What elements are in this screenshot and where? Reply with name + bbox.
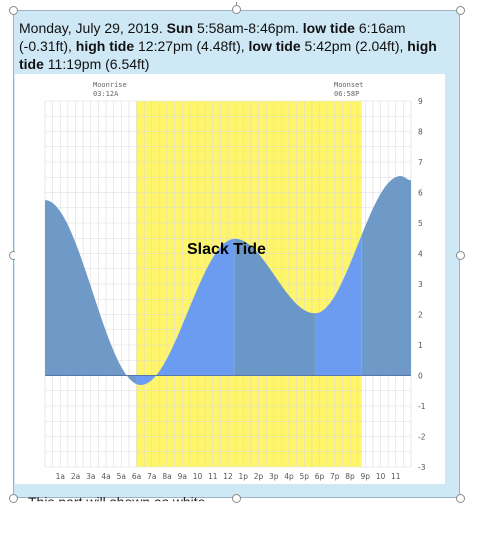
x-tick-label: 7p	[330, 472, 340, 481]
tide-chart: 1a 2a 3a 4a 5a 6a 7a 8a 9a 10 11 12 1p 2p 3p 4p 5p 6p 7p 8p…	[15, 74, 445, 484]
y-tick-label: 5	[418, 219, 423, 228]
y-tick-label: 4	[418, 250, 423, 259]
y-tick-label: 0	[418, 372, 423, 381]
caption-sun-times: 5:58am-8:46pm.	[196, 20, 299, 36]
moonrise-label: Moonrise	[93, 81, 127, 89]
y-tick-label: 2	[418, 311, 423, 320]
x-tick-label: 12	[223, 472, 233, 481]
resize-handle-bottom-middle[interactable]	[232, 494, 241, 503]
x-tick-label: 11	[208, 472, 218, 481]
resize-handle-middle-right[interactable]	[456, 251, 465, 260]
x-tick-label: 8a	[162, 472, 171, 481]
x-tick-label: 10	[376, 472, 386, 481]
x-tick-label: 9a	[178, 472, 187, 481]
rotate-handle[interactable]	[232, 5, 241, 14]
moonset-label: Moonset	[334, 81, 364, 89]
x-tick-label: 2a	[71, 472, 80, 481]
x-tick-label: 3p	[269, 472, 279, 481]
y-tick-label: 8	[418, 128, 423, 137]
x-tick-label: 1a	[56, 472, 65, 481]
y-tick-label: 7	[418, 158, 423, 167]
caption-high-tide-1-value: 12:27pm (4.48ft),	[138, 38, 245, 54]
caption-high-tide-1-label: high tide	[75, 38, 135, 54]
caption-low-tide-1-height: (-0.31ft),	[19, 38, 72, 54]
y-tick-label: 1	[418, 341, 423, 350]
tide-area	[45, 176, 411, 385]
caption-low-tide-2-label: low tide	[248, 38, 301, 54]
x-tick-label: 8p	[345, 472, 355, 481]
resize-handle-bottom-left[interactable]	[9, 494, 18, 503]
y-tick-label: 3	[418, 280, 423, 289]
x-tick-label: 5a	[117, 472, 126, 481]
x-tick-label: 10	[193, 472, 203, 481]
x-tick-label: 6a	[132, 472, 141, 481]
caption-low-tide-1-value: 6:16am	[358, 20, 406, 36]
x-tick-label: 2p	[254, 472, 264, 481]
y-tick-label: -2	[418, 433, 426, 442]
x-tick-label: 11	[391, 472, 401, 481]
resize-handle-top-left[interactable]	[9, 6, 18, 15]
moonrise-time: 03:12A	[93, 90, 119, 98]
caption-sun-label: Sun	[166, 20, 194, 36]
x-tick-label: 6p	[315, 472, 325, 481]
tide-area-night-morning	[45, 200, 137, 384]
slack-tide-annotation: Slack Tide	[187, 241, 266, 258]
tide-area-night-evening	[361, 176, 411, 376]
y-tick-label: 6	[418, 189, 423, 198]
tide-area-day	[136, 238, 235, 385]
caption-high-tide-2-value: 11:19pm (6.54ft)	[47, 56, 150, 72]
tide-area-slack-highlight	[234, 238, 315, 376]
y-tick-label: -3	[418, 463, 426, 472]
caption-date: Monday, July 29, 2019.	[19, 20, 163, 36]
x-tick-label: 4p	[284, 472, 294, 481]
resize-handle-bottom-right[interactable]	[456, 494, 465, 503]
x-tick-label: 1p	[238, 472, 248, 481]
x-tick-label: 5p	[299, 472, 309, 481]
x-tick-label: 3a	[86, 472, 95, 481]
caption-low-tide-1-label: low tide	[302, 20, 355, 36]
x-tick-label: 4a	[101, 472, 110, 481]
x-tick-label: 7a	[147, 472, 156, 481]
y-tick-label: -1	[418, 402, 426, 411]
footer-text: This part will shown as white	[28, 494, 206, 510]
tide-caption: Monday, July 29, 2019. Sun 5:58am-8:46pm…	[19, 19, 461, 73]
moonset-time: 06:58P	[334, 90, 359, 98]
caption-low-tide-2-value: 5:42pm (2.04ft),	[304, 38, 404, 54]
axis-labels: 1a 2a 3a 4a 5a 6a 7a 8a 9a 10 11 12 1p 2p 3p 4p 5p 6p 7p 8p…	[56, 97, 426, 481]
resize-handle-top-right[interactable]	[456, 6, 465, 15]
caption-high-tide-2-label: high tide	[19, 38, 437, 72]
tide-area-day-evening	[314, 234, 362, 376]
y-tick-label: 9	[418, 97, 423, 106]
x-tick-label: 9p	[360, 472, 370, 481]
